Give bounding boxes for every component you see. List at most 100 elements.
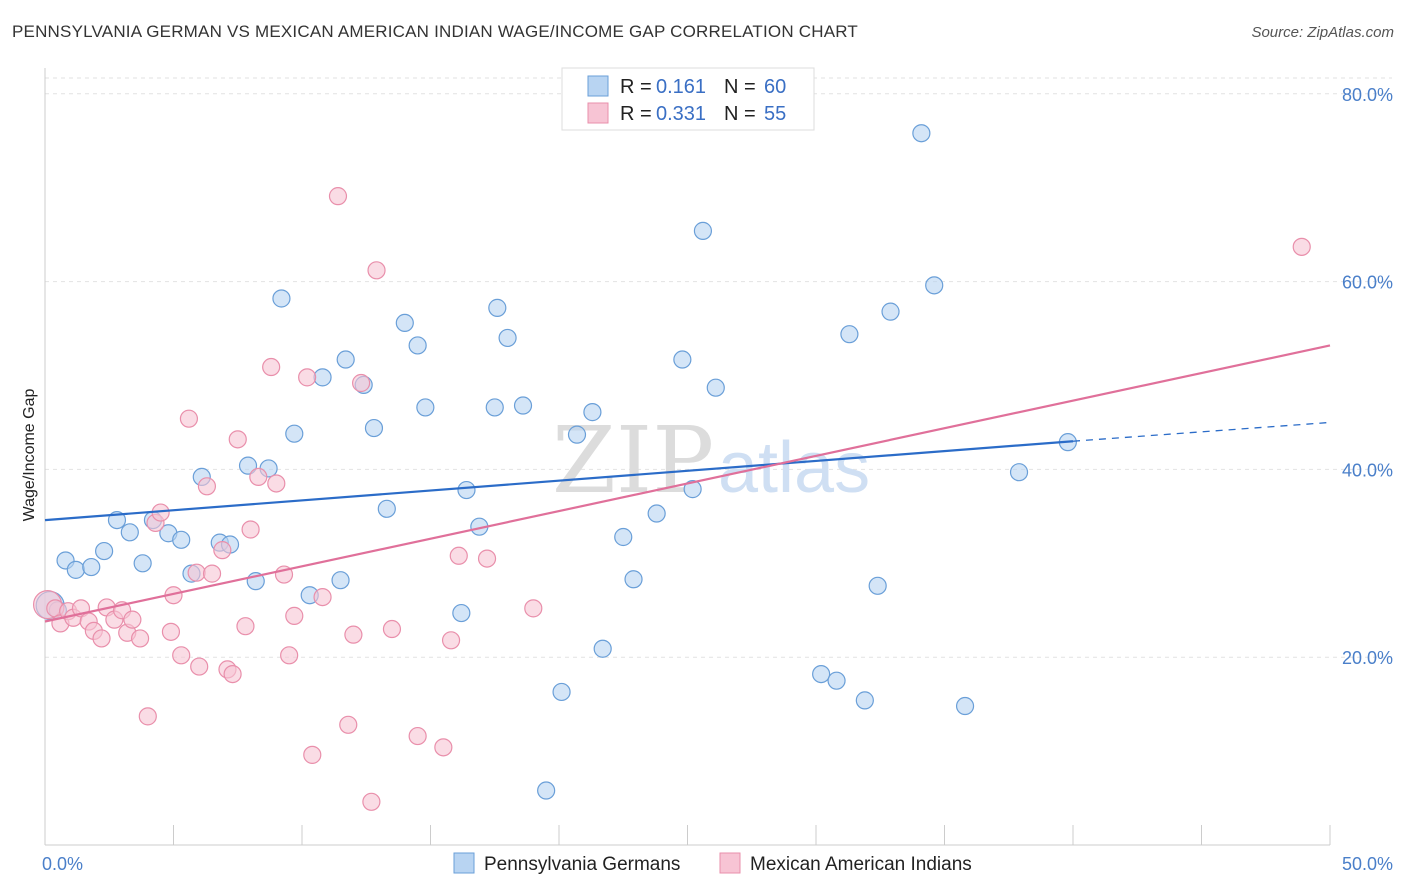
point-mexican-american-indians	[249, 467, 268, 487]
watermark-atlas: atlas	[718, 428, 870, 508]
point-pennsylvania-germans	[912, 124, 931, 143]
point-pennsylvania-germans	[537, 781, 556, 800]
point-mexican-american-indians	[408, 726, 427, 746]
top-legend: R = 0.161 N = 60 R = 0.331 N = 55	[561, 67, 815, 131]
trend-line-blue	[44, 440, 1074, 522]
point-mexican-american-indians	[382, 619, 402, 639]
point-mexican-american-indians	[441, 631, 461, 650]
point-mexican-american-indians	[123, 610, 142, 629]
point-pennsylvania-germans	[673, 350, 692, 369]
point-mexican-american-indians	[267, 474, 286, 493]
point-mexican-american-indians	[434, 738, 453, 757]
trend-layer	[44, 344, 1331, 623]
point-pennsylvania-germans	[133, 554, 152, 573]
point-pennsylvania-germans	[868, 576, 887, 595]
point-pennsylvania-germans	[285, 424, 304, 443]
trend-line-pink	[44, 344, 1331, 623]
point-mexican-american-indians	[285, 606, 304, 625]
point-pennsylvania-germans	[408, 336, 427, 355]
chart-title: PENNSYLVANIA GERMAN VS MEXICAN AMERICAN …	[12, 22, 858, 41]
point-mexican-american-indians	[179, 409, 199, 428]
point-pennsylvania-germans	[95, 541, 114, 561]
point-mexican-american-indians	[344, 625, 363, 644]
point-mexican-american-indians	[449, 546, 468, 565]
point-mexican-american-indians	[187, 563, 206, 582]
point-mexican-american-indians	[477, 549, 497, 568]
y-axis-title: Wage/Income Gap	[21, 389, 38, 522]
point-pennsylvania-germans	[120, 523, 139, 542]
point-pennsylvania-germans	[238, 456, 258, 475]
point-mexican-american-indians	[241, 520, 260, 539]
point-pennsylvania-germans	[593, 639, 612, 658]
point-mexican-american-indians	[524, 599, 543, 618]
point-mexican-american-indians	[172, 646, 191, 665]
point-mexican-american-indians	[202, 564, 222, 583]
point-pennsylvania-germans	[172, 530, 191, 549]
legend-swatch-blue	[587, 75, 609, 97]
point-pennsylvania-germans	[513, 396, 533, 415]
bottom-legend-label-pink: Mexican American Indians	[750, 854, 972, 875]
point-mexican-american-indians	[138, 707, 157, 726]
point-pennsylvania-germans	[395, 313, 414, 333]
points-layer	[32, 124, 1311, 811]
legend-n-value-pink: 55	[764, 103, 786, 125]
point-mexican-american-indians	[262, 357, 281, 377]
bottom-legend-swatch-blue	[453, 852, 475, 874]
point-pennsylvania-germans	[647, 504, 666, 523]
point-pennsylvania-germans	[331, 571, 350, 590]
point-mexican-american-indians	[161, 622, 181, 641]
point-pennsylvania-germans	[377, 499, 396, 518]
legend-r-label-pink: R =	[620, 103, 652, 125]
point-pennsylvania-germans	[457, 480, 476, 500]
point-pennsylvania-germans	[583, 403, 602, 422]
point-pennsylvania-germans	[82, 557, 101, 577]
point-pennsylvania-germans	[567, 425, 587, 444]
legend-n-label-blue: N =	[724, 76, 756, 98]
point-mexican-american-indians	[328, 187, 348, 206]
point-mexican-american-indians	[367, 261, 386, 280]
point-mexican-american-indians	[280, 646, 299, 665]
point-pennsylvania-germans	[955, 696, 975, 716]
bottom-legend-swatch-pink	[719, 852, 741, 874]
legend-r-label-blue: R =	[620, 76, 652, 98]
point-pennsylvania-germans	[855, 691, 874, 710]
watermark-zip: ZIP	[552, 407, 714, 514]
point-mexican-american-indians	[190, 657, 209, 676]
point-pennsylvania-germans	[336, 350, 355, 369]
point-pennsylvania-germans	[706, 378, 725, 397]
x-tick-label: 50.0%	[1342, 854, 1393, 874]
point-pennsylvania-germans	[693, 221, 713, 240]
point-pennsylvania-germans	[452, 603, 471, 623]
point-mexican-american-indians	[303, 745, 322, 764]
point-pennsylvania-germans	[272, 289, 291, 308]
source-label: Source: ZipAtlas.com	[1251, 24, 1394, 41]
bottom-legend-label-blue: Pennsylvania Germans	[484, 854, 680, 875]
point-mexican-american-indians	[1292, 237, 1311, 256]
point-pennsylvania-germans	[488, 298, 507, 317]
legend-n-value-blue: 60	[764, 76, 786, 98]
point-mexican-american-indians	[362, 792, 381, 811]
legend-r-value-pink: 0.331	[656, 103, 706, 125]
point-pennsylvania-germans	[624, 570, 643, 589]
point-pennsylvania-germans	[614, 527, 633, 547]
point-mexican-american-indians	[197, 477, 217, 496]
point-pennsylvania-germans	[485, 398, 504, 417]
axes-layer	[44, 68, 1331, 846]
point-mexican-american-indians	[298, 368, 317, 387]
point-pennsylvania-germans	[364, 418, 384, 438]
point-pennsylvania-germans	[683, 480, 702, 499]
trend-line-blue-extension	[1072, 421, 1331, 442]
y-tick-label: 40.0%	[1342, 460, 1393, 480]
legend-r-value-blue: 0.161	[656, 76, 706, 98]
legend-n-label-pink: N =	[724, 103, 756, 125]
point-pennsylvania-germans	[925, 276, 944, 295]
bottom-legend: Pennsylvania Germans Mexican American In…	[453, 852, 972, 875]
tick-label-layer: 20.0% 40.0% 60.0% 80.0% 0.0% 50.0%	[42, 85, 1393, 874]
point-mexican-american-indians	[228, 430, 247, 449]
point-pennsylvania-germans	[812, 664, 831, 684]
point-mexican-american-indians	[130, 629, 150, 648]
point-pennsylvania-germans	[881, 302, 900, 321]
point-mexican-american-indians	[223, 664, 242, 684]
point-pennsylvania-germans	[416, 398, 435, 417]
point-pennsylvania-germans	[498, 328, 517, 348]
